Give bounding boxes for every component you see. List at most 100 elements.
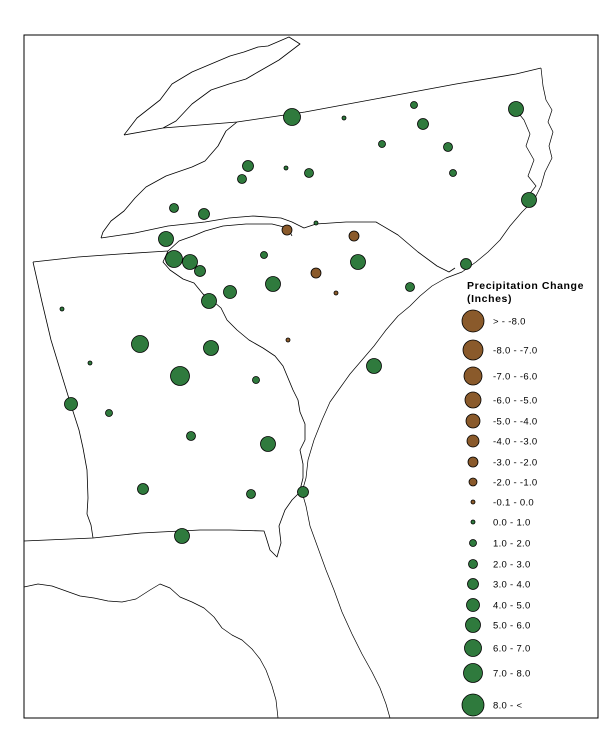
station-marker[interactable]: [246, 489, 256, 499]
legend-symbol: [466, 434, 480, 448]
legend-symbol: [464, 391, 482, 409]
legend-label: 7.0 - 8.0: [493, 669, 531, 680]
legend-label: -3.0 - -2.0: [493, 458, 537, 469]
gulf-coastline: [23, 583, 279, 719]
atlantic-coastline: [301, 67, 554, 719]
station-marker[interactable]: [174, 528, 190, 544]
legend-symbol: [461, 309, 485, 333]
legend-label: 0.0 - 1.0: [493, 518, 531, 529]
station-marker[interactable]: [297, 486, 309, 498]
legend-symbol: [463, 366, 483, 386]
station-marker[interactable]: [201, 293, 217, 309]
station-marker[interactable]: [87, 360, 93, 366]
station-marker[interactable]: [449, 169, 457, 177]
station-marker[interactable]: [169, 203, 179, 213]
station-marker[interactable]: [333, 290, 339, 296]
station-marker[interactable]: [350, 254, 366, 270]
sc-nc-ridge: [167, 223, 293, 252]
legend-label: -2.0 - -1.0: [493, 478, 537, 489]
station-marker[interactable]: [182, 254, 198, 270]
legend-items: > - -8.0 -8.0 - -7.0 -7.0 - -6.0 -6.0 - -5.…: [461, 309, 537, 717]
legend-label: 8.0 - <: [493, 701, 522, 712]
pamlico-sound-outline: [515, 109, 537, 197]
station-marker[interactable]: [158, 231, 174, 247]
station-marker[interactable]: [310, 267, 322, 279]
legend-symbol: [463, 663, 483, 683]
legend-label: 1.0 - 2.0: [493, 539, 531, 550]
georgia-alabama-boundary: [32, 261, 94, 539]
legend-symbol: [462, 339, 484, 361]
station-marker[interactable]: [131, 335, 149, 353]
virginia-state-boundary: [123, 36, 542, 136]
legend-label: > - -8.0: [493, 317, 526, 328]
map-border: [23, 34, 599, 719]
legend-symbol: [465, 617, 481, 633]
station-marker[interactable]: [417, 118, 429, 130]
station-marker[interactable]: [165, 250, 183, 268]
legend-symbol: [466, 598, 480, 612]
station-marker[interactable]: [260, 436, 276, 452]
legend-symbol: [468, 477, 478, 487]
station-marker[interactable]: [281, 224, 293, 236]
legend-symbol: [470, 499, 476, 505]
station-marker[interactable]: [283, 165, 289, 171]
legend-label: 4.0 - 5.0: [493, 601, 531, 612]
station-marker[interactable]: [410, 101, 418, 109]
legend-symbol: [468, 559, 478, 569]
legend-label: 2.0 - 3.0: [493, 560, 531, 571]
station-marker[interactable]: [313, 220, 319, 226]
georgia-northern-boundary: [32, 250, 169, 263]
station-marker[interactable]: [59, 306, 65, 312]
station-marker[interactable]: [237, 174, 247, 184]
station-marker[interactable]: [265, 276, 281, 292]
legend-title-line2: (Inches): [467, 293, 512, 305]
appalachian-boundary: [100, 121, 238, 239]
legend-label: -7.0 - -6.0: [493, 372, 537, 383]
station-marker[interactable]: [252, 376, 260, 384]
station-marker[interactable]: [194, 265, 206, 277]
station-marker[interactable]: [137, 483, 149, 495]
station-marker[interactable]: [105, 409, 113, 417]
legend-label: 6.0 - 7.0: [493, 644, 531, 655]
station-marker[interactable]: [242, 160, 254, 172]
legend-label: -0.1 - 0.0: [493, 498, 534, 509]
legend-symbol: [464, 639, 482, 657]
legend-symbol: [467, 578, 479, 590]
station-marker[interactable]: [285, 337, 291, 343]
legend-label: -5.0 - -4.0: [493, 417, 537, 428]
station-marker[interactable]: [186, 431, 196, 441]
station-marker[interactable]: [283, 108, 301, 126]
station-markers: [59, 101, 537, 544]
station-marker[interactable]: [203, 340, 219, 356]
legend-symbol: [470, 519, 476, 525]
legend-title-line1: Precipitation Change: [467, 280, 584, 292]
station-marker[interactable]: [443, 142, 453, 152]
legend-symbol: [467, 456, 479, 468]
station-marker[interactable]: [366, 358, 382, 374]
legend-label: 3.0 - 4.0: [493, 580, 531, 591]
nc-southern-boundary: [100, 215, 456, 273]
legend-symbol: [461, 693, 485, 717]
station-marker[interactable]: [304, 168, 314, 178]
station-marker[interactable]: [460, 258, 472, 270]
station-marker[interactable]: [348, 230, 360, 242]
station-marker[interactable]: [198, 208, 210, 220]
station-marker[interactable]: [521, 192, 537, 208]
station-marker[interactable]: [170, 366, 190, 386]
basemap: [23, 36, 554, 719]
station-marker[interactable]: [508, 101, 524, 117]
legend: Precipitation Change (Inches) > - -8.0 -8…: [461, 280, 584, 717]
legend-label: -4.0 - -3.0: [493, 437, 537, 448]
station-marker[interactable]: [378, 140, 386, 148]
savannah-river-boundary: [162, 250, 306, 491]
station-marker[interactable]: [64, 397, 78, 411]
legend-symbol: [469, 539, 477, 547]
legend-label: -6.0 - -5.0: [493, 396, 537, 407]
station-marker[interactable]: [223, 285, 237, 299]
legend-label: 5.0 - 6.0: [493, 621, 531, 632]
legend-symbol: [465, 413, 481, 429]
station-marker[interactable]: [341, 115, 347, 121]
station-marker[interactable]: [260, 251, 268, 259]
station-marker[interactable]: [405, 282, 415, 292]
